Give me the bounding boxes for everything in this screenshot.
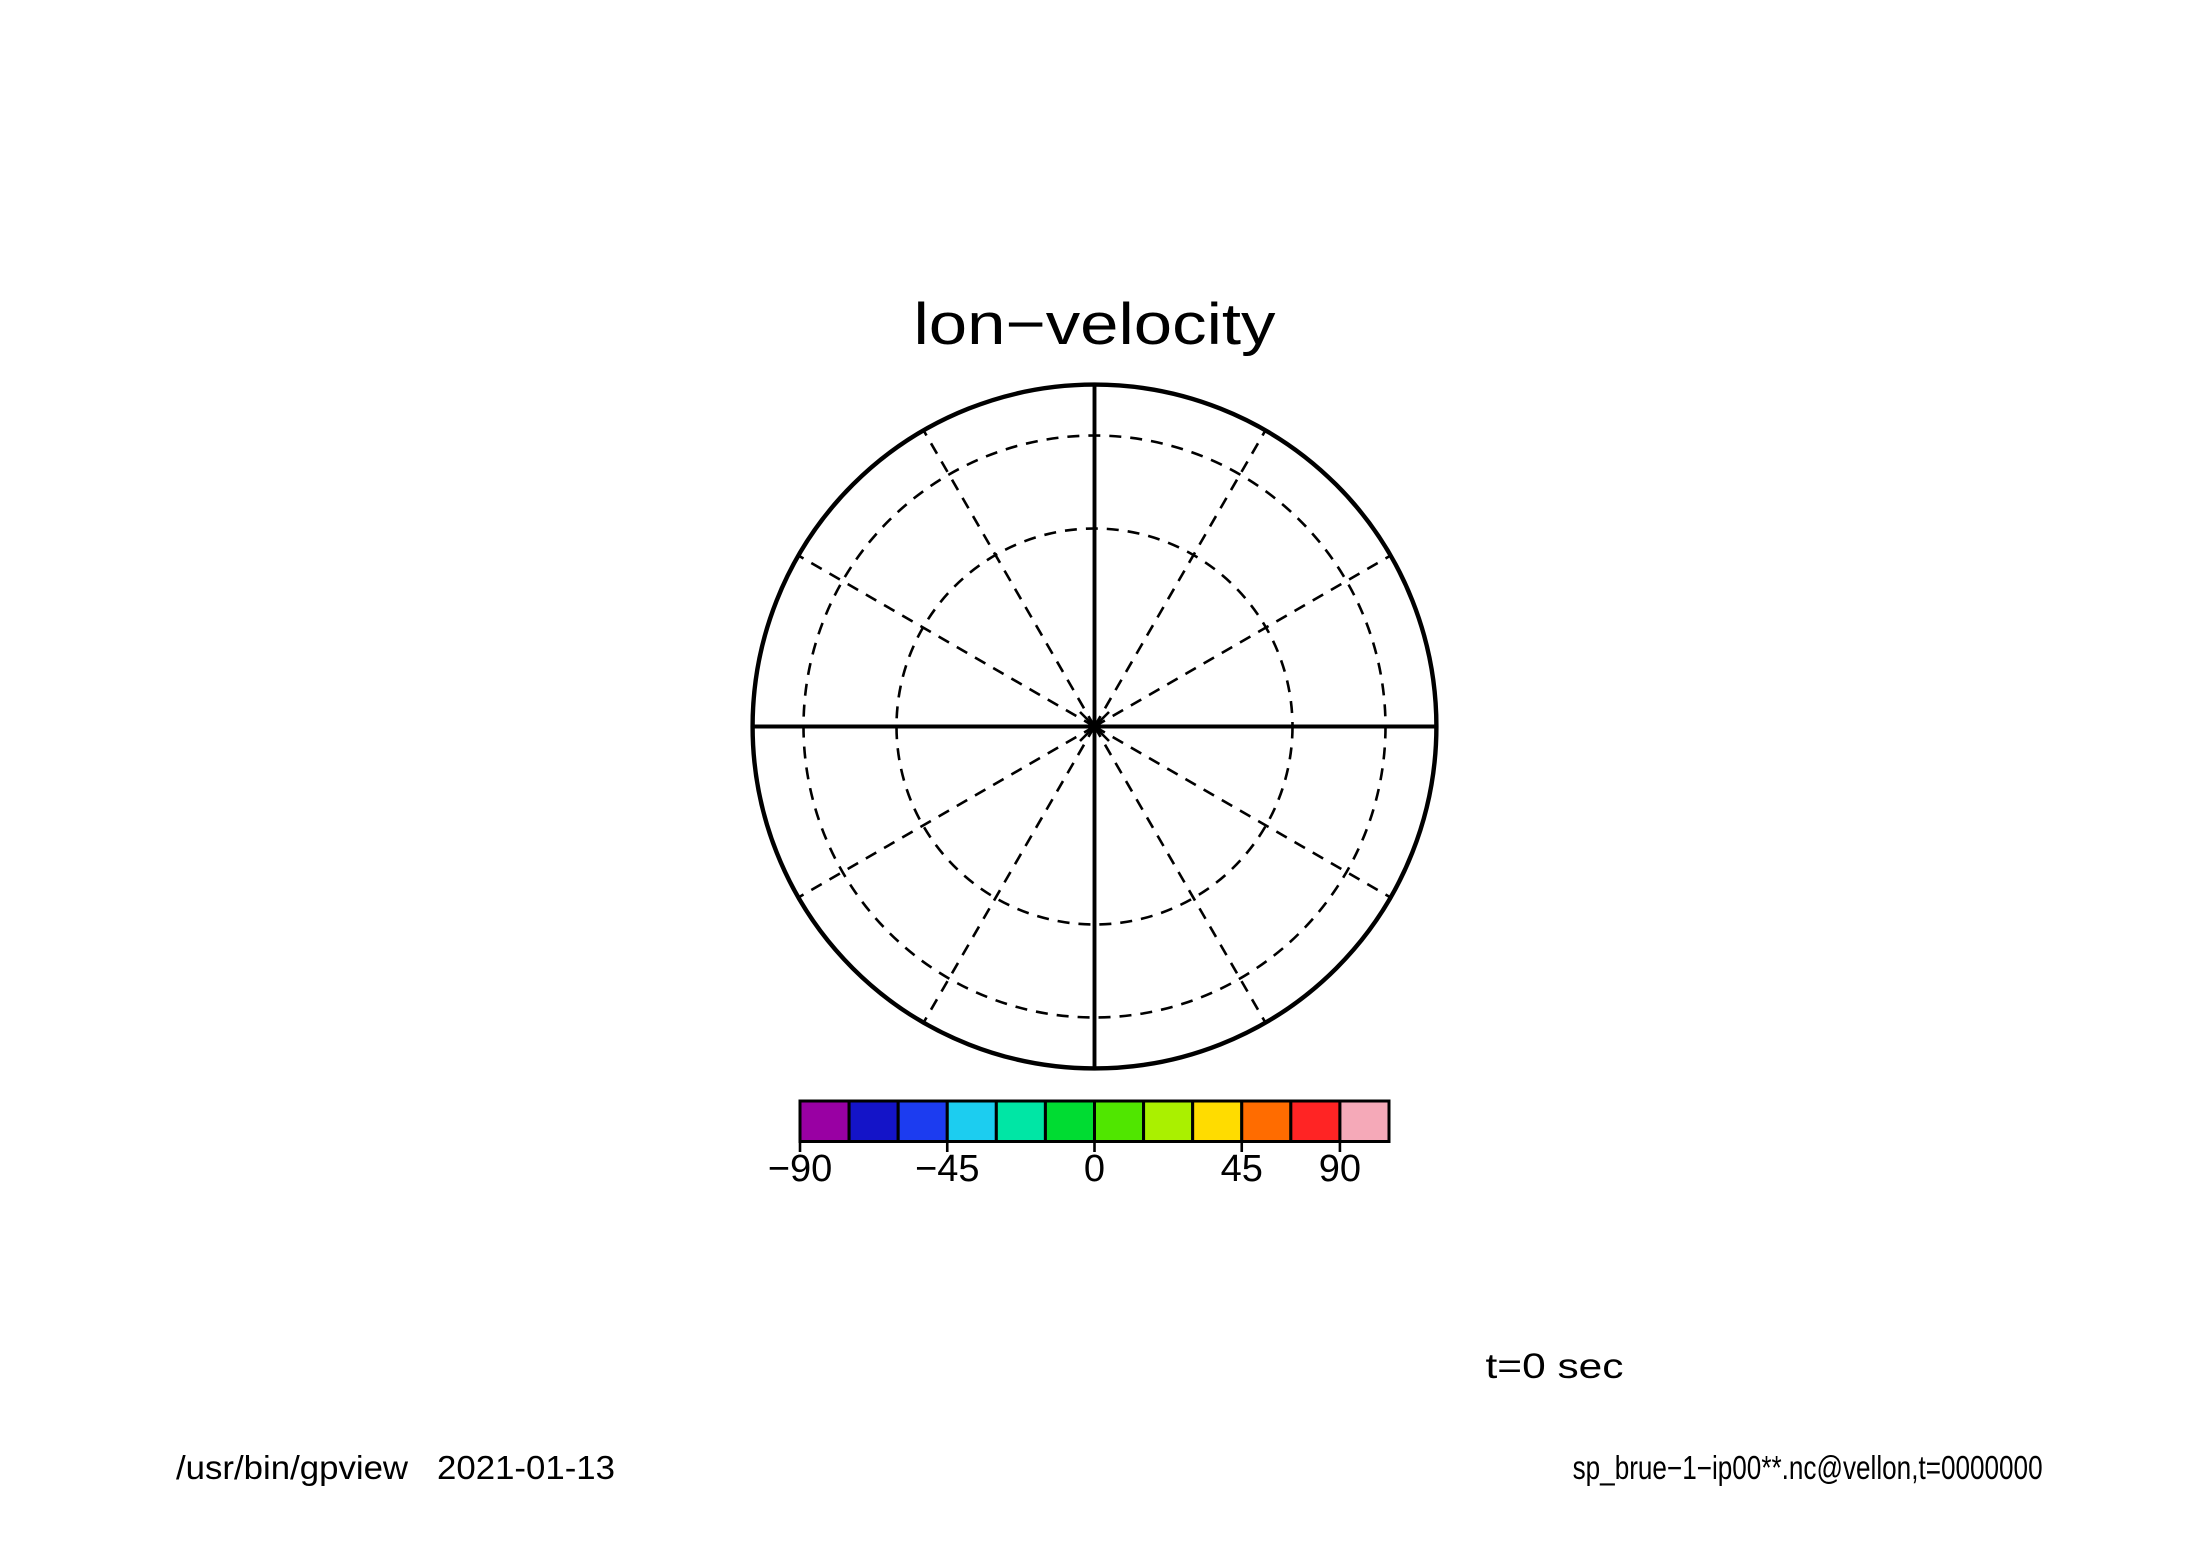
svg-text:t=0 sec: t=0 sec: [1486, 1347, 1624, 1386]
svg-text:0: 0: [1084, 1148, 1105, 1190]
svg-text:lon−velocity: lon−velocity: [914, 292, 1276, 357]
svg-text:sp_brue−1−ip00**.nc@vellon,t=0: sp_brue−1−ip00**.nc@vellon,t=0000000: [1573, 1449, 2043, 1486]
svg-text:−90: −90: [768, 1148, 832, 1190]
svg-text:45: 45: [1221, 1148, 1263, 1190]
svg-text:−45: −45: [915, 1148, 979, 1190]
svg-text:/usr/bin/gpview 2021-01-13: /usr/bin/gpview 2021-01-13: [176, 1449, 615, 1486]
svg-text:90: 90: [1319, 1148, 1361, 1190]
